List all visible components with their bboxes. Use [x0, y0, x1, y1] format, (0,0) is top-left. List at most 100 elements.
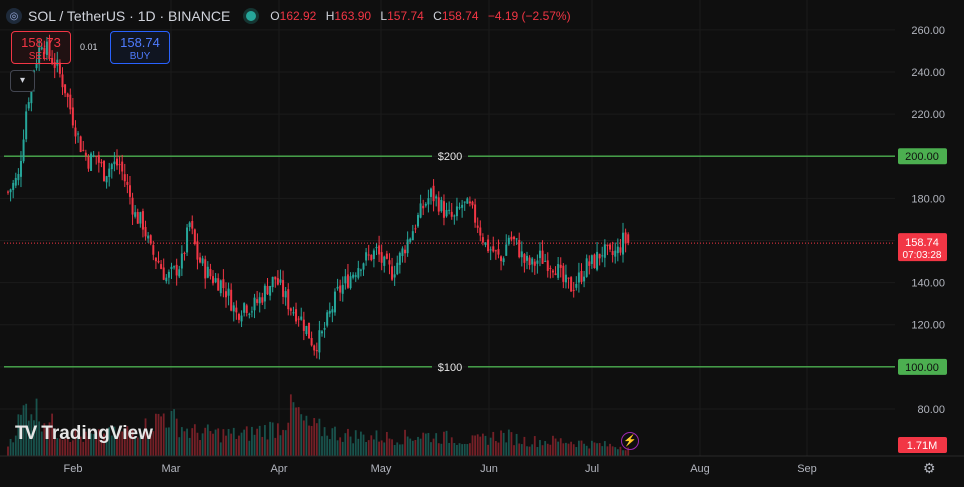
tradingview-logo[interactable]: TV TradingView [15, 423, 153, 445]
change-value: −4.19 (−2.57%) [487, 9, 571, 23]
volume-bar [51, 413, 54, 456]
volume-bar [417, 436, 419, 456]
x-tick-label: Jul [585, 463, 599, 475]
buy-button[interactable]: 158.74 BUY [110, 31, 170, 64]
volume-bar [219, 442, 222, 456]
volume-bar [144, 418, 147, 456]
volume-bar [121, 431, 124, 456]
volume-bar [212, 433, 214, 456]
candle-body [175, 264, 178, 276]
gear-icon[interactable]: ⚙ [923, 460, 936, 476]
volume-bar [391, 439, 393, 456]
buy-label: BUY [129, 51, 151, 62]
volume-bar [271, 422, 274, 456]
candle-body [66, 93, 69, 98]
level-line-label: $200 [438, 151, 462, 163]
low-value: 157.74 [387, 9, 424, 23]
volume-bar [406, 436, 409, 456]
candle-body [528, 257, 531, 266]
volume-bar [186, 428, 188, 456]
candle-body [74, 127, 77, 137]
candle-body [590, 255, 593, 264]
candle-body [380, 252, 383, 263]
candle-body [157, 260, 160, 263]
volume-bar [344, 433, 347, 456]
volume-bar [546, 443, 549, 456]
candle-body [51, 57, 54, 64]
candle-body [167, 271, 170, 278]
candle-body [14, 177, 17, 186]
level-axis-tag [898, 148, 947, 165]
volume-bar [310, 425, 313, 456]
volume-bar [484, 435, 487, 456]
lightning-icon[interactable]: ⚡ [621, 432, 639, 450]
candle-body [206, 266, 209, 278]
volume-bar [87, 436, 90, 456]
volume-bar [9, 438, 12, 456]
volume-bar [349, 436, 352, 456]
volume-bar [38, 421, 41, 456]
volume-bar [321, 436, 323, 456]
candle-body [442, 201, 445, 218]
candle-body [100, 161, 103, 164]
candle-body [551, 270, 554, 273]
candle-body [585, 258, 588, 277]
volume-bar [25, 403, 28, 456]
volume-bar [336, 440, 339, 456]
volume-bar [474, 435, 476, 456]
volume-bar [147, 435, 150, 456]
candle-body [388, 260, 391, 265]
candle-body [487, 239, 490, 252]
candle-body [147, 235, 150, 239]
candle-body [302, 319, 305, 331]
volume-bar [191, 428, 194, 456]
candle-body [276, 278, 279, 285]
volume-bar [261, 436, 264, 456]
volume-bar [450, 437, 453, 456]
candle-body [531, 258, 534, 265]
candle-body [292, 312, 295, 314]
candle-body [308, 322, 311, 339]
candle-body [217, 278, 220, 291]
candle-body [287, 289, 290, 310]
candle-body [401, 248, 404, 257]
volume-bar [17, 414, 20, 456]
candle-body [84, 152, 87, 156]
chevron-down-icon[interactable]: ▾ [10, 70, 35, 92]
volume-bar [251, 426, 253, 456]
volume-bar [258, 425, 261, 456]
volume-bar [365, 441, 368, 456]
sell-label: SELL [28, 51, 54, 62]
volume-bar [331, 428, 334, 456]
close-key: C [433, 9, 442, 23]
volume-bar [170, 410, 173, 456]
candle-body [518, 239, 521, 258]
candle-body [544, 260, 547, 262]
volume-bar [84, 431, 87, 456]
candle-body [422, 205, 425, 209]
candle-body [199, 257, 202, 263]
candle-body [253, 297, 256, 311]
candle-body [193, 229, 196, 244]
volume-bar [500, 430, 502, 456]
volume-bar [362, 434, 365, 456]
candle-body [577, 272, 580, 283]
volume-bar [30, 414, 33, 456]
candle-body [393, 274, 396, 278]
volume-bar [46, 430, 48, 456]
volume-bar [196, 432, 199, 456]
volume-bar [443, 431, 445, 456]
candle-body [564, 274, 567, 283]
symbol-title[interactable]: SOL / TetherUS · 1D · BINANCE [28, 8, 231, 24]
volume-bar [448, 442, 451, 456]
candle-body [593, 254, 596, 269]
volume-bar [471, 435, 474, 456]
sell-button[interactable]: 158.73 SELL [11, 31, 71, 64]
volume-bar [520, 444, 523, 456]
volume-bar [162, 413, 165, 456]
candle-body [513, 236, 516, 240]
candle-body [523, 254, 526, 263]
volume-bar [567, 443, 570, 456]
volume-bar [427, 432, 430, 456]
